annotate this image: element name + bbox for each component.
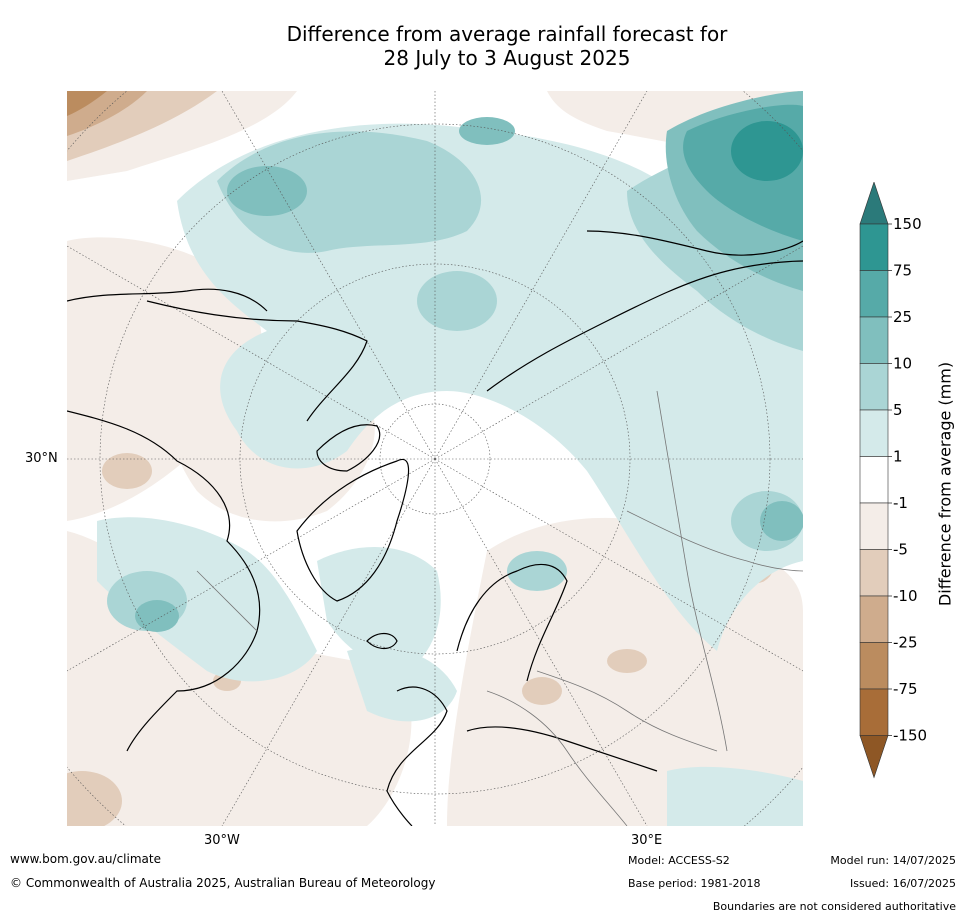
lon-label-30w: 30°W xyxy=(204,833,240,848)
colorbar-extend-bottom xyxy=(859,735,889,779)
wet-strong-3 xyxy=(459,117,515,145)
colorbar-tick-label: 150 xyxy=(893,215,922,233)
border-canada-us xyxy=(196,570,258,632)
colorbar-tick-label: 10 xyxy=(893,355,912,373)
colorbar-tick-label: 75 xyxy=(893,262,912,280)
colorbar-band xyxy=(859,316,889,364)
wet-anomaly-light xyxy=(97,123,803,826)
coast-siberia xyxy=(586,230,803,256)
colorbar-tick-label: -75 xyxy=(893,680,918,698)
coastlines xyxy=(67,230,803,826)
title-line-1: Difference from average rainfall forecas… xyxy=(286,22,728,46)
border-asia-1 xyxy=(626,510,803,572)
footer-base-period: Base period: 1981-2018 xyxy=(628,877,761,890)
footer-website[interactable]: www.bom.gov.au/climate xyxy=(10,852,161,866)
colorbar-extend-top xyxy=(859,181,889,225)
colorbar-band xyxy=(859,223,889,271)
dry-vstrong-1 xyxy=(67,91,107,116)
colorbar-band xyxy=(859,502,889,550)
colorbar-tick-label: -150 xyxy=(893,727,927,745)
colorbar-band xyxy=(859,363,889,411)
colorbar-tick-label: -10 xyxy=(893,587,918,605)
dry-patch-7 xyxy=(522,677,562,705)
colorbar-band xyxy=(859,642,889,690)
colorbar-tick-label: 25 xyxy=(893,308,912,326)
wet-region-mediterranean xyxy=(667,766,803,826)
colorbar: 150 75 25 10 5 1 -1 -5 -10 -25 -75 -150 xyxy=(858,181,958,782)
coast-canada-arctic xyxy=(146,300,368,422)
wet-region-canada xyxy=(97,517,317,682)
graticule xyxy=(67,91,803,826)
colorbar-band xyxy=(859,549,889,597)
meridian-150e xyxy=(434,91,648,460)
coast-mediterranean xyxy=(466,726,658,772)
wet-strong-5 xyxy=(760,501,803,541)
lat-label-30n: 30°N xyxy=(25,451,58,466)
footer-disclaimer: Boundaries are not considered authoritat… xyxy=(712,900,956,913)
coast-greenland xyxy=(296,458,410,602)
coast-alaska xyxy=(67,288,268,312)
coast-russia-arctic xyxy=(486,260,803,392)
wet-region-atlantic xyxy=(347,647,457,722)
colorbar-band xyxy=(859,270,889,318)
dry-patch-8 xyxy=(607,649,647,673)
coast-arctic-islands xyxy=(316,424,381,472)
colorbar-tick-label: -5 xyxy=(893,541,908,559)
border-europe-2 xyxy=(536,670,718,752)
wet-patch-1 xyxy=(217,131,482,253)
wet-patch-6 xyxy=(507,551,567,591)
footer-model-run: Model run: 14/07/2025 xyxy=(830,854,956,867)
wet-anomaly-extreme xyxy=(731,121,803,181)
colorbar-band xyxy=(859,595,889,643)
border-asia-2 xyxy=(656,390,728,752)
dry-patch-10 xyxy=(67,771,122,826)
colorbar-tick-label: -1 xyxy=(893,494,908,512)
coast-iceland xyxy=(366,632,398,650)
border-europe-1 xyxy=(486,690,628,826)
dry-patch-4 xyxy=(102,453,152,489)
dry-region-north-pacific xyxy=(67,237,262,522)
colorbar-band xyxy=(859,456,889,504)
wet-patch-4 xyxy=(417,271,497,331)
meridian-120e xyxy=(434,245,803,460)
colorbar-tick-label: 1 xyxy=(893,448,903,466)
wet-strong-2 xyxy=(227,166,307,216)
rainfall-anomaly-map xyxy=(67,91,803,826)
footer-issued: Issued: 16/07/2025 xyxy=(849,877,956,890)
wet-region-greenland-sea xyxy=(317,547,441,671)
coast-north-america xyxy=(67,410,261,752)
meridian-150w xyxy=(221,91,436,460)
latitude-circle-60 xyxy=(239,263,631,655)
footer-model: Model: ACCESS-S2 xyxy=(628,854,730,867)
colorbar-band xyxy=(859,409,889,457)
meridian-120w xyxy=(67,245,436,460)
wet-extreme-1 xyxy=(731,121,803,181)
colorbar-tick-label: 5 xyxy=(893,401,903,419)
meridian-60w xyxy=(67,458,436,672)
lon-label-30e: 30°E xyxy=(631,833,663,848)
colorbar-graphic: 150 75 25 10 5 1 -1 -5 -10 -25 -75 -150 xyxy=(859,181,927,779)
meridian-30w xyxy=(221,458,436,826)
colorbar-tick-label: -25 xyxy=(893,634,918,652)
latitude-circle-40 xyxy=(99,123,771,795)
title-line-2: 28 July to 3 August 2025 xyxy=(383,46,631,70)
map-title: Difference from average rainfall forecas… xyxy=(0,22,965,70)
wet-strong-4 xyxy=(135,600,179,632)
coast-scandinavia xyxy=(456,563,568,682)
footer-copyright: © Commonwealth of Australia 2025, Austra… xyxy=(10,876,436,890)
wet-region-arctic xyxy=(177,123,803,651)
meridian-60e xyxy=(434,458,803,672)
country-borders xyxy=(196,390,803,826)
colorbar-band xyxy=(859,688,889,736)
map-panel[interactable] xyxy=(67,91,803,826)
coast-europe xyxy=(386,686,448,826)
meridian-30e xyxy=(434,458,648,826)
colorbar-title-text: Difference from average (mm) xyxy=(935,361,955,607)
